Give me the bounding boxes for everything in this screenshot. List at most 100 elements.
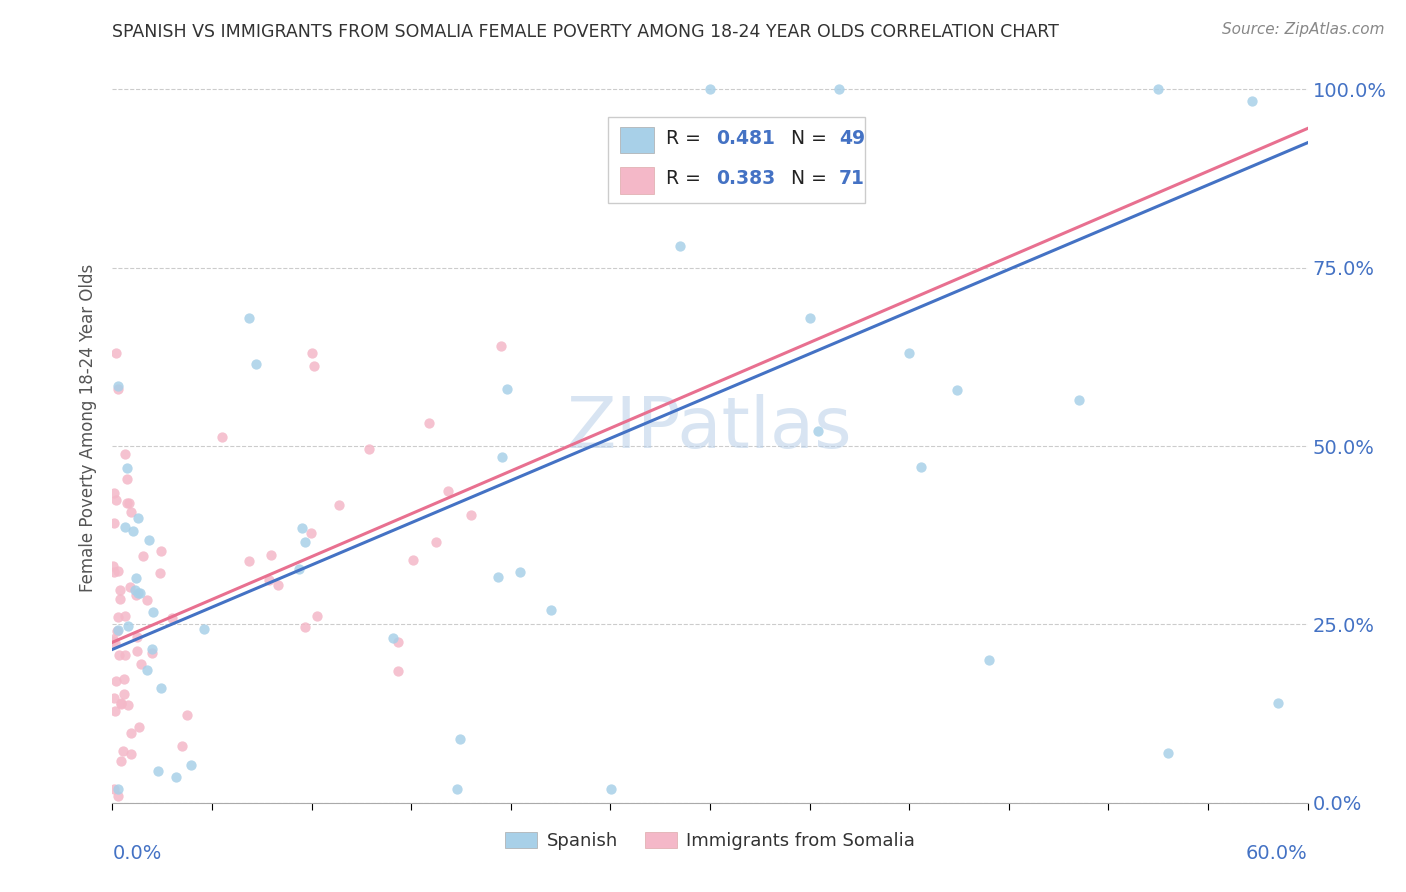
Point	[114, 609, 136, 624]
Point	[129, 585, 152, 599]
Point	[107, 623, 129, 637]
Point	[107, 564, 129, 578]
Point	[305, 609, 328, 624]
Point	[460, 508, 482, 522]
Point	[121, 524, 143, 538]
Point	[150, 681, 173, 695]
Point	[135, 593, 157, 607]
Point	[669, 239, 692, 253]
Text: ZIPatlas: ZIPatlas	[567, 393, 853, 463]
Point	[211, 430, 233, 444]
Y-axis label: Female Poverty Among 18-24 Year Olds: Female Poverty Among 18-24 Year Olds	[79, 264, 97, 592]
Point	[112, 687, 135, 701]
Point	[149, 544, 172, 558]
Text: 60.0%: 60.0%	[1246, 844, 1308, 863]
Point	[540, 603, 562, 617]
Point	[117, 495, 139, 509]
Point	[141, 642, 163, 657]
Point	[114, 519, 136, 533]
Point	[103, 558, 125, 573]
Point	[103, 486, 125, 500]
Text: 71: 71	[839, 169, 865, 188]
Point	[449, 731, 471, 746]
Point	[489, 339, 512, 353]
Text: 0.481: 0.481	[716, 128, 775, 148]
Point	[127, 511, 149, 525]
Point	[124, 582, 146, 597]
Point	[108, 648, 131, 663]
Point	[120, 505, 142, 519]
Point	[446, 781, 468, 796]
Point	[294, 535, 316, 549]
Point	[107, 382, 129, 396]
Point	[107, 610, 129, 624]
Point	[599, 781, 621, 796]
Point	[103, 781, 125, 796]
Point	[105, 624, 128, 639]
Point	[238, 311, 260, 326]
Text: 0.0%: 0.0%	[112, 844, 162, 863]
Point	[107, 789, 129, 803]
Point	[436, 483, 458, 498]
Point	[193, 622, 215, 636]
Text: R =: R =	[666, 128, 707, 148]
Point	[238, 554, 260, 568]
Point	[328, 499, 350, 513]
FancyBboxPatch shape	[620, 127, 654, 153]
Point	[125, 644, 148, 658]
Point	[245, 358, 267, 372]
Point	[103, 634, 125, 648]
Point	[486, 570, 509, 584]
Point	[104, 673, 127, 688]
Point	[291, 521, 314, 535]
Point	[108, 582, 131, 597]
Text: 49: 49	[839, 128, 865, 148]
Text: Source: ZipAtlas.com: Source: ZipAtlas.com	[1222, 22, 1385, 37]
Point	[117, 461, 139, 475]
Point	[288, 561, 311, 575]
Point	[418, 416, 440, 430]
Point	[128, 720, 150, 734]
Point	[105, 346, 128, 360]
Point	[118, 496, 141, 510]
Point	[115, 472, 138, 486]
Point	[103, 516, 125, 530]
Point	[105, 493, 128, 508]
Point	[107, 378, 129, 392]
Point	[491, 450, 513, 465]
Point	[402, 553, 425, 567]
Point	[387, 635, 409, 649]
Point	[132, 549, 155, 564]
Point	[267, 578, 290, 592]
Point	[138, 533, 160, 548]
FancyBboxPatch shape	[609, 117, 866, 203]
Point	[160, 611, 183, 625]
Point	[110, 696, 132, 710]
Point	[496, 382, 519, 396]
Point	[112, 743, 135, 757]
Legend: Spanish, Immigrants from Somalia: Spanish, Immigrants from Somalia	[498, 825, 922, 857]
Point	[141, 646, 163, 660]
Point	[382, 631, 405, 645]
Text: N =: N =	[779, 169, 834, 188]
Point	[699, 82, 721, 96]
Point	[509, 565, 531, 579]
Point	[120, 747, 142, 761]
Point	[114, 648, 136, 662]
Point	[125, 571, 148, 585]
Point	[127, 586, 149, 600]
Point	[146, 764, 169, 779]
Point	[110, 754, 132, 768]
Point	[1240, 94, 1263, 108]
Point	[118, 580, 141, 594]
Point	[104, 704, 127, 718]
Point	[946, 383, 969, 397]
Text: N =: N =	[779, 128, 834, 148]
Point	[294, 620, 316, 634]
Text: 0.383: 0.383	[716, 169, 775, 188]
Point	[129, 657, 152, 671]
Point	[1157, 746, 1180, 760]
Point	[828, 82, 851, 96]
Point	[1147, 82, 1170, 96]
Point	[125, 630, 148, 644]
